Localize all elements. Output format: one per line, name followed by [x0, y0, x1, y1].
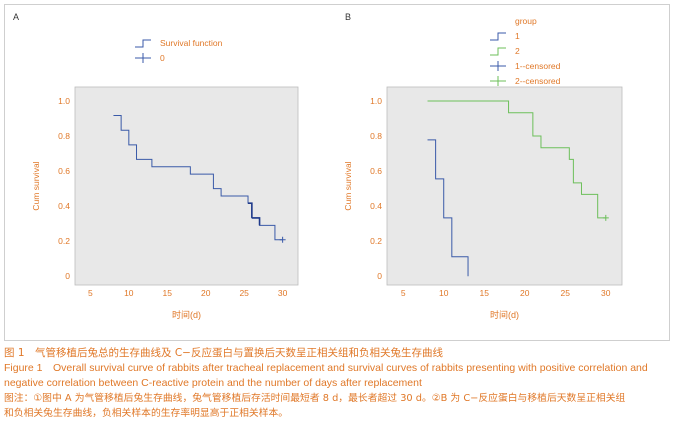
legend-label: Survival function — [160, 38, 223, 48]
x-tick-label: 25 — [239, 288, 249, 298]
y-tick-label: 0.2 — [370, 236, 382, 246]
y-tick-label: 0.6 — [58, 166, 70, 176]
x-axis-label: 时间(d) — [490, 309, 519, 320]
plot-area — [386, 86, 623, 286]
panel-label: B — [345, 12, 351, 22]
y-tick-label: 0.6 — [370, 166, 382, 176]
y-tick-label: 0 — [377, 271, 382, 281]
legend-label: 1 — [515, 31, 520, 41]
x-tick-label: 25 — [561, 288, 571, 298]
x-tick-label: 20 — [520, 288, 530, 298]
legend-label: 2--censored — [515, 76, 561, 86]
legend-swatch — [490, 61, 506, 71]
x-tick-label: 15 — [480, 288, 490, 298]
panel-a: A 0 0.2 0.4 0.6 0.8 1.0 5 10 15 20 25 30 Cum survival… — [13, 12, 299, 320]
y-tick-label: 0.4 — [370, 201, 382, 211]
x-tick-label: 10 — [439, 288, 449, 298]
x-tick-label: 15 — [163, 288, 173, 298]
x-axis-label: 时间(d) — [172, 309, 201, 320]
y-tick-label: 0.4 — [58, 201, 70, 211]
censored-mark — [279, 236, 286, 243]
caption-cn-title: 图 1 气管移植后兔总的生存曲线及 C−反应蛋白与置换后天数呈正相关组和负相关兔… — [4, 347, 443, 359]
x-tick-label: 30 — [278, 288, 288, 298]
legend-label: 0 — [160, 53, 165, 63]
y-tick-label: 1.0 — [58, 96, 70, 106]
y-axis-label: Cum survival — [31, 161, 41, 210]
legend-swatch — [135, 53, 151, 63]
x-tick-label: 30 — [601, 288, 611, 298]
y-tick-label: 1.0 — [370, 96, 382, 106]
legend-swatch — [490, 32, 506, 41]
survival-curve — [427, 139, 469, 277]
survival-curve — [427, 100, 606, 219]
legend-swatch — [490, 76, 506, 86]
x-tick-label: 10 — [124, 288, 134, 298]
legend-swatch — [135, 39, 151, 48]
censored-mark — [602, 214, 609, 221]
panel-label: A — [13, 12, 19, 22]
figure-caption: 图 1 气管移植后兔总的生存曲线及 C−反应蛋白与置换后天数呈正相关组和负相关兔… — [4, 346, 670, 421]
y-axis-label: Cum survival — [343, 161, 353, 210]
y-tick-label: 0 — [65, 271, 70, 281]
legend-swatch — [490, 47, 506, 56]
panel-b: B 0 0.2 0.4 0.6 0.8 1.0 5 10 15 20 25 30 Cum survival… — [343, 12, 623, 320]
legend-label: 2 — [515, 46, 520, 56]
y-tick-label: 0.2 — [58, 236, 70, 246]
caption-en-title-line2: negative correlation between C-reactive … — [4, 377, 422, 389]
x-tick-label: 20 — [201, 288, 211, 298]
y-tick-label: 0.8 — [58, 131, 70, 141]
caption-note-line2: 和负相关兔生存曲线，负相关样本的生存率明显高于正相关样本。 — [4, 408, 289, 419]
y-tick-label: 0.8 — [370, 131, 382, 141]
legend-title: group — [515, 16, 537, 26]
plot-area — [74, 86, 299, 286]
x-tick-label: 5 — [401, 288, 406, 298]
x-tick-label: 5 — [88, 288, 93, 298]
legend-label: 1--censored — [515, 61, 561, 71]
survival-curve-highlight — [248, 202, 261, 226]
caption-note-line1: 图注：①图中 A 为气管移植后兔生存曲线，兔气管移植后存活时间最短者 8 d，最… — [4, 393, 626, 404]
caption-en-title-line1: Figure 1 Overall survival curve of rabbi… — [4, 362, 648, 374]
